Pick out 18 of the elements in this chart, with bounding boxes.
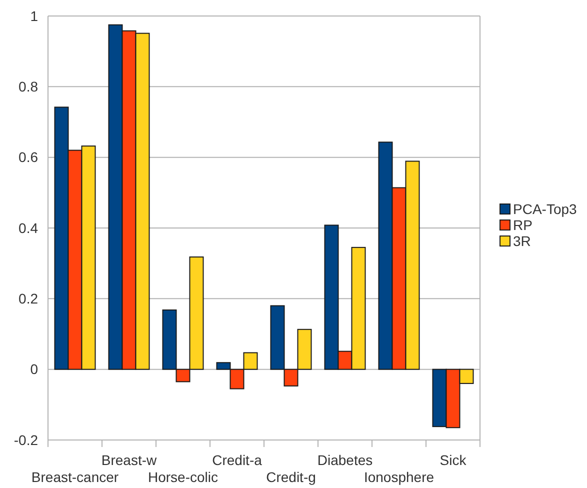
x-tick-label: Ionosphere xyxy=(364,469,434,485)
legend-label: RP xyxy=(513,216,532,233)
legend-label: 3R xyxy=(513,232,531,249)
x-tick-label: Sick xyxy=(440,452,468,468)
x-tick-label: Horse-colic xyxy=(148,469,218,485)
y-tick-label: 0.8 xyxy=(18,78,38,95)
y-tick-label: 1 xyxy=(30,8,38,24)
x-tick-label: Diabetes xyxy=(317,452,373,468)
legend-label: PCA-Top3 xyxy=(513,200,578,217)
y-tick-label: 0.2 xyxy=(18,290,38,307)
y-tick-label: 0 xyxy=(30,361,38,378)
x-tick-label: Credit-a xyxy=(212,452,262,468)
x-tick-label: Breast-w xyxy=(101,452,158,468)
y-tick-label: 0.4 xyxy=(18,220,38,236)
y-tick-label: -0.2 xyxy=(14,432,38,448)
y-tick-label: 0.6 xyxy=(18,149,38,166)
x-tick-label: Credit-g xyxy=(266,469,316,485)
x-tick-label: Breast-cancer xyxy=(31,469,119,485)
